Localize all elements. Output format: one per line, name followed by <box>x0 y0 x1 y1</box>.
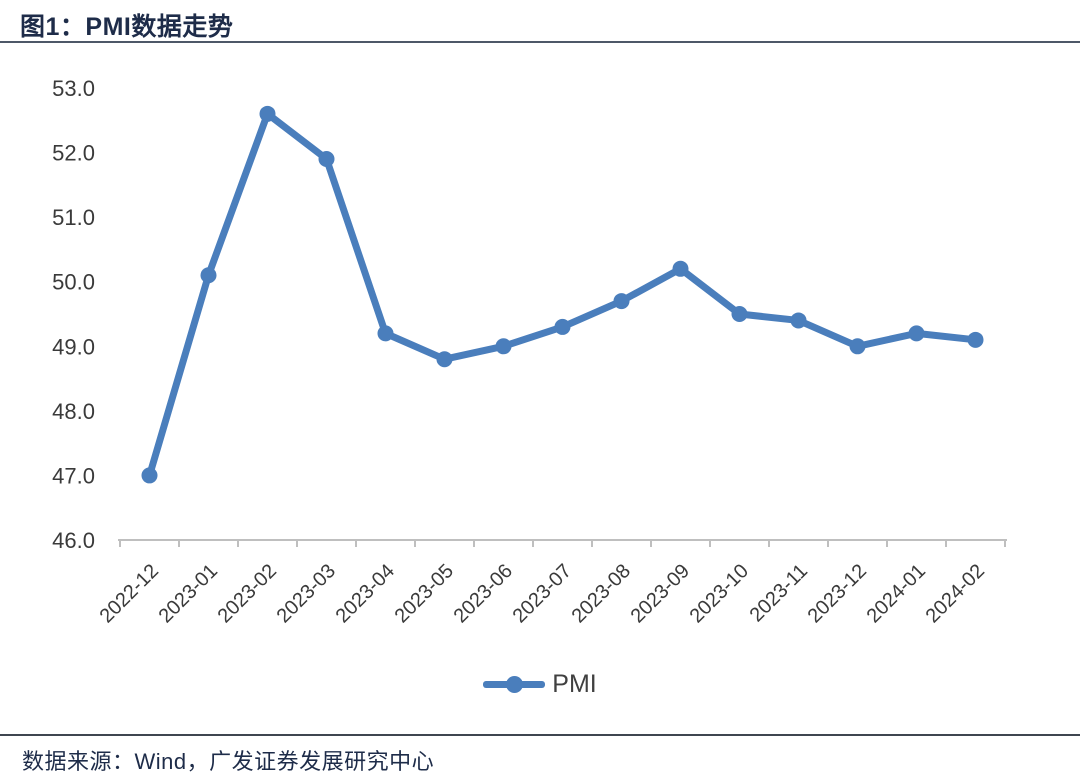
pmi-data-point <box>967 331 984 348</box>
x-axis-tick-label: 2023-03 <box>273 560 340 627</box>
legend-series-label: PMI <box>552 669 597 698</box>
pmi-data-point <box>200 267 217 284</box>
x-axis-tick-label: 2024-01 <box>863 560 930 627</box>
x-axis-tick-label: 2024-02 <box>922 560 989 627</box>
y-axis-tick-label: 52.0 <box>52 141 95 166</box>
x-axis-tick-label: 2023-10 <box>686 560 753 627</box>
x-axis-tick-label: 2022-12 <box>96 560 163 627</box>
legend-dot-icon <box>505 675 523 693</box>
y-axis-tick-label: 50.0 <box>52 270 95 295</box>
x-axis-tick-label: 2023-08 <box>568 560 635 627</box>
y-axis-tick-label: 47.0 <box>52 463 95 488</box>
pmi-data-point <box>318 151 335 168</box>
y-axis-tick-label: 48.0 <box>52 399 95 424</box>
y-axis-tick-label: 51.0 <box>52 205 95 230</box>
figure-title: 图1：PMI数据走势 <box>20 13 234 41</box>
x-axis-tick-label: 2023-11 <box>746 560 812 626</box>
data-source-note: 数据来源：Wind，广发证券发展研究中心 <box>22 749 435 774</box>
x-axis-tick-label: 2023-07 <box>509 560 576 627</box>
pmi-data-point <box>259 105 276 122</box>
y-axis-tick-label: 53.0 <box>52 76 95 101</box>
pmi-data-point <box>436 351 453 368</box>
pmi-data-point <box>790 312 807 329</box>
pmi-data-point <box>141 467 158 484</box>
y-axis-tick-label: 46.0 <box>52 528 95 553</box>
pmi-data-point <box>495 338 512 355</box>
pmi-data-point <box>613 293 630 310</box>
x-axis-tick-label: 2023-06 <box>450 560 517 627</box>
x-axis-tick-label: 2023-04 <box>332 560 399 627</box>
x-axis-tick-label: 2023-09 <box>627 560 694 627</box>
title-divider <box>0 41 1080 43</box>
pmi-data-point <box>731 306 748 322</box>
y-axis-tick-label: 49.0 <box>52 334 95 359</box>
x-axis-tick-label: 2023-01 <box>155 560 222 627</box>
pmi-data-point <box>672 260 689 277</box>
pmi-data-point <box>377 325 394 342</box>
pmi-data-point <box>908 325 925 342</box>
pmi-series-line <box>146 110 979 479</box>
chart-legend: PMI <box>0 668 1080 700</box>
footer-divider <box>0 734 1080 736</box>
x-axis-tick-label: 2023-05 <box>391 560 458 627</box>
x-axis-tick-label: 2023-02 <box>214 560 281 627</box>
legend-line-marker-icon <box>483 675 546 693</box>
pmi-data-point <box>554 318 571 335</box>
x-axis-tick-label: 2023-12 <box>804 560 871 627</box>
pmi-line-chart: 46.047.048.049.050.051.052.053.02022-122… <box>52 76 1007 627</box>
pmi-data-point <box>849 338 866 355</box>
